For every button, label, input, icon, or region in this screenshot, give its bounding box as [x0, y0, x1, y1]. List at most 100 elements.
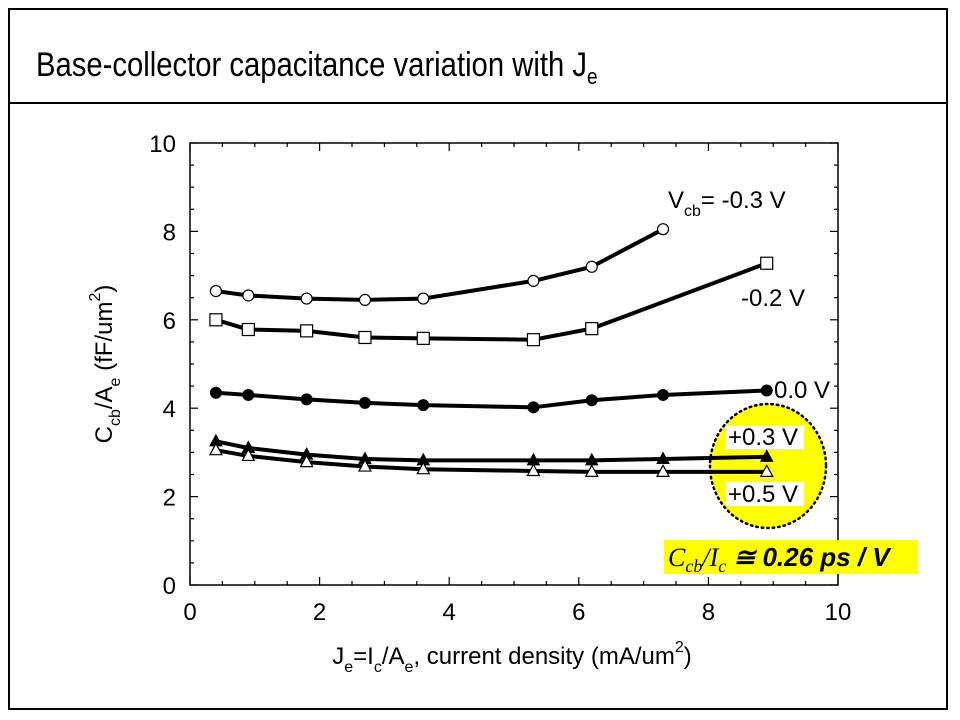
x-axis-label: Je=Ic/Ae, current density (mA/um2) [332, 639, 692, 676]
y-tick-label: 2 [163, 485, 176, 512]
series-1 [209, 256, 774, 347]
annotation-text: Ccb/Ic ≅ 0.26 ps / V [668, 542, 892, 576]
annotation-i: /I [700, 543, 719, 572]
series-line [215, 227, 664, 302]
series-label-0-0: 0.0 V [774, 377, 830, 404]
marker-filled-triangle [656, 451, 670, 465]
marker-open-circle [242, 289, 255, 302]
marker-filled-circle [760, 384, 773, 397]
marker-open-triangle [357, 458, 372, 472]
marker-filled-circle [527, 401, 540, 414]
marker-open-triangle [299, 454, 314, 468]
x-label-slash: /A [382, 643, 405, 670]
y-tick-label: 4 [163, 396, 176, 423]
x-label-a-sub: e [405, 659, 414, 676]
y-axis-label: Ccb/Ae (fF/um2) [87, 285, 124, 444]
y-label-sup: 2 [87, 293, 104, 302]
marker-open-square [241, 322, 255, 337]
label-box-plus-0-5 [726, 482, 804, 506]
x-label-eq: =I [353, 643, 374, 670]
y-label-c: C [91, 426, 118, 443]
series-label-rest: = -0.3 V [701, 187, 786, 214]
series-line [215, 388, 767, 410]
marker-open-circle [417, 292, 430, 305]
series-3 [209, 433, 774, 466]
x-tick-label: 6 [572, 599, 585, 626]
x-tick-label: 0 [183, 599, 196, 626]
marker-open-square [358, 330, 372, 345]
marker-open-square [526, 333, 541, 347]
marker-open-square [760, 256, 774, 270]
slide-title: Base-collector capacitance variation wit… [36, 46, 597, 90]
marker-filled-circle [657, 388, 670, 401]
y-tick-label: 0 [163, 573, 176, 600]
y-label-slash: /A [91, 386, 118, 409]
series-label-plus-0-5: +0.5 V [728, 481, 798, 508]
marker-open-circle [585, 260, 598, 273]
marker-open-triangle [526, 463, 541, 477]
highlight-ellipse [708, 402, 828, 530]
series-line [215, 439, 767, 463]
y-label-c-sub: cb [107, 409, 124, 426]
x-tick-label: 2 [313, 599, 326, 626]
marker-open-triangle [416, 461, 431, 475]
x-tick-label: 10 [825, 599, 852, 626]
marker-open-square [209, 313, 223, 327]
marker-open-circle [656, 223, 670, 236]
marker-filled-circle [417, 399, 430, 412]
marker-open-circle [358, 293, 372, 307]
y-tick-label: 8 [163, 219, 176, 246]
series-line [215, 261, 768, 342]
y-label-close: ) [91, 285, 118, 293]
marker-filled-circle [358, 396, 371, 409]
series-label-v: V [668, 187, 684, 214]
y-tick-label: 10 [149, 131, 176, 158]
marker-open-square [416, 331, 430, 345]
series-layer [208, 223, 774, 477]
label-box-plus-0-3 [726, 425, 804, 449]
x-label-j: J [332, 643, 344, 670]
marker-filled-circle [209, 386, 222, 399]
series-0 [209, 223, 670, 307]
marker-filled-circle [300, 393, 313, 406]
marker-open-circle [527, 274, 540, 288]
y-label-a-sub: e [107, 377, 124, 386]
series-label-minus-0-2: -0.2 V [741, 285, 805, 312]
annotation-rest: ≅ 0.26 ps / V [726, 542, 892, 572]
series-4 [208, 442, 774, 477]
slide-frame [8, 8, 948, 710]
y-label-rest: (fF/um [91, 302, 118, 378]
annotation-c-sub: cb [685, 556, 702, 576]
annotation-i-sub: c [718, 556, 726, 576]
slide-title-subscript: e [586, 64, 598, 89]
x-tick-label: 8 [702, 599, 715, 626]
series-label-plus-0-3: +0.3 V [728, 424, 798, 451]
marker-open-triangle [584, 464, 599, 477]
marker-filled-triangle [759, 449, 774, 462]
annotation-c: C [668, 543, 686, 572]
series-label-vcb-minus-0-3: Vcb= -0.3 V [668, 187, 786, 220]
series-2 [209, 384, 773, 414]
label-layer: Vcb= -0.3 V-0.2 V0.0 V+0.3 V+0.5 VCcb/Ic… [664, 187, 918, 576]
marker-open-triangle [656, 464, 671, 477]
x-label-j-sub: e [344, 659, 353, 676]
slide-title-main: Base-collector capacitance variation wit… [36, 46, 587, 84]
x-label-rest: , current density (mA/um [413, 643, 674, 670]
y-tick-label: 6 [163, 308, 176, 335]
x-label-close: ) [684, 643, 692, 670]
marker-open-square [585, 322, 599, 336]
marker-filled-circle [585, 394, 598, 407]
marker-filled-circle [242, 388, 255, 401]
x-label-sup: 2 [675, 639, 684, 656]
marker-open-circle [300, 292, 313, 305]
annotation-box [664, 540, 918, 574]
marker-open-triangle [241, 448, 256, 462]
marker-open-square [300, 324, 314, 338]
highlight-layer [708, 402, 828, 530]
marker-open-triangle [759, 464, 774, 477]
marker-open-circle [209, 284, 223, 298]
title-bar: Base-collector capacitance variation wit… [8, 8, 948, 104]
x-label-i-sub: c [374, 659, 382, 676]
